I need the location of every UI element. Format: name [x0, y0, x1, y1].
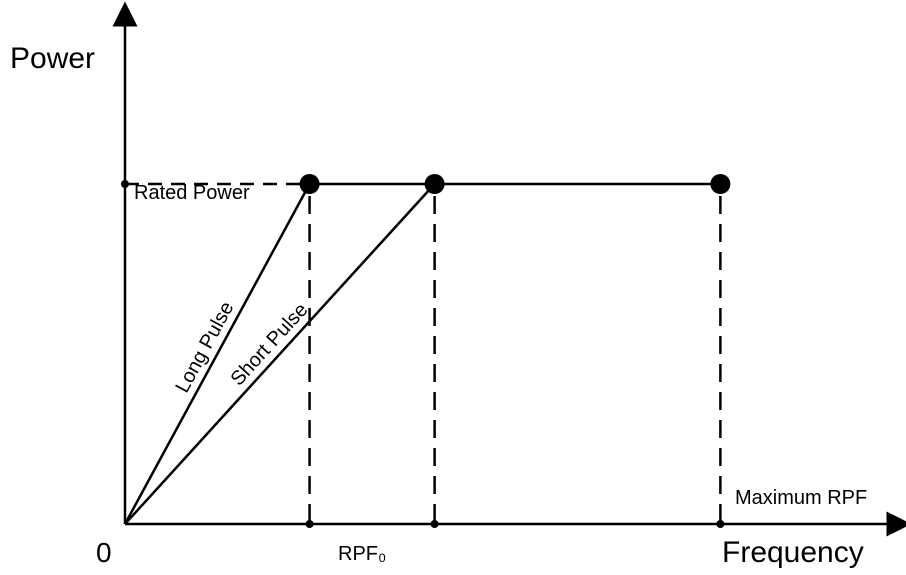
x-tick-dot-1 — [430, 520, 439, 528]
maximum-rpf-label: Maximum RPF — [735, 487, 867, 509]
series-line-1 — [124, 183, 436, 525]
origin-label: 0 — [96, 537, 112, 568]
long-pulse-label: Long Pulse — [171, 298, 238, 396]
rated-power-label: Rated Power — [134, 182, 250, 204]
rpf0-label: RPF₀ — [338, 543, 386, 565]
x-axis-label: Frequency — [722, 536, 864, 569]
data-marker-2 — [710, 174, 731, 194]
data-marker-1 — [424, 174, 445, 194]
y-axis-label: Power — [10, 42, 95, 75]
x-tick-dot-2 — [716, 520, 725, 528]
rated-power-tick-dot — [121, 180, 129, 188]
data-marker-0 — [299, 174, 320, 194]
series-line-0 — [123, 183, 311, 525]
x-tick-dot-0 — [305, 520, 314, 528]
